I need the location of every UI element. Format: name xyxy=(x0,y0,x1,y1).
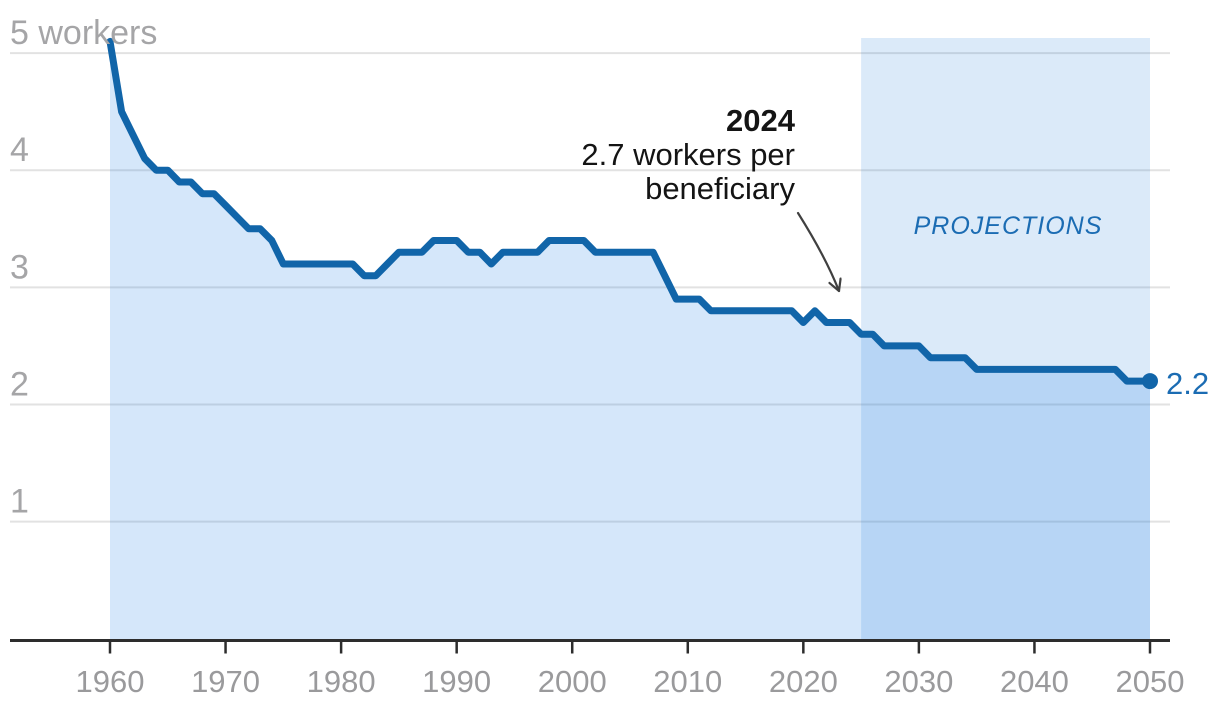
end-value-label: 2.2 xyxy=(1166,366,1210,401)
x-axis-tick-label: 1990 xyxy=(422,664,491,699)
annotation-2024: 2024 2.7 workers per beneficiary xyxy=(581,104,795,206)
projections-label: PROJECTIONS xyxy=(913,212,1103,240)
projection-band xyxy=(861,38,1150,639)
area-fill-layer xyxy=(110,41,1150,639)
x-axis-tick-label: 1980 xyxy=(307,664,376,699)
series-line xyxy=(106,37,1154,385)
gridlines xyxy=(10,52,1170,523)
annotation-arrow-icon xyxy=(796,211,839,293)
x-axis-tick-label: 2030 xyxy=(884,664,953,699)
area-fill xyxy=(110,41,1150,639)
series-layer xyxy=(106,37,1158,390)
y-axis-label: 5 workers xyxy=(10,14,157,52)
y-axis-label: 4 xyxy=(10,131,29,169)
x-axis-tick-label: 2020 xyxy=(769,664,838,699)
x-axis-tick-label: 2000 xyxy=(538,664,607,699)
x-axis-tick-label: 2050 xyxy=(1116,664,1185,699)
y-axis-label: 1 xyxy=(10,483,29,521)
annotation-line2: 2.7 workers per xyxy=(581,137,795,172)
x-axis-tick-label: 1970 xyxy=(191,664,260,699)
y-axis-label: 2 xyxy=(10,366,29,404)
end-point-dot xyxy=(1142,373,1158,390)
x-axis xyxy=(10,639,1170,654)
axis-labels: 1960 1970 1980 1990 2000 2010 2020 2030 2040 2050… xyxy=(10,14,1184,699)
x-axis-tick-label: 2010 xyxy=(653,664,722,699)
x-axis-tick-label: 2040 xyxy=(1000,664,1069,699)
x-axis-tick-label: 1960 xyxy=(76,664,145,699)
projection-band-layer xyxy=(861,38,1150,639)
annotation-line3: beneficiary xyxy=(645,171,795,206)
y-axis-label: 3 xyxy=(10,248,29,286)
annotation-year: 2024 xyxy=(726,103,795,138)
